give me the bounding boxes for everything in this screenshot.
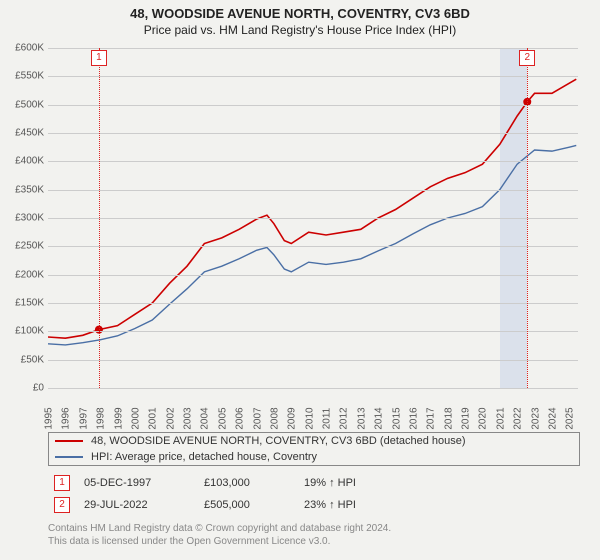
sale-row: 2 29-JUL-2022 £505,000 23% ↑ HPI: [48, 494, 578, 516]
chart-container: 48, WOODSIDE AVENUE NORTH, COVENTRY, CV3…: [0, 0, 600, 560]
chart-title: 48, WOODSIDE AVENUE NORTH, COVENTRY, CV3…: [0, 0, 600, 21]
x-tick-label: 2020: [478, 407, 489, 429]
x-tick-label: 2006: [235, 407, 246, 429]
y-tick-label: £100K: [0, 326, 44, 337]
sale-row: 1 05-DEC-1997 £103,000 19% ↑ HPI: [48, 472, 578, 494]
sale-delta-1: 19% ↑ HPI: [304, 477, 356, 489]
y-tick-label: £400K: [0, 156, 44, 167]
y-tick-label: £500K: [0, 99, 44, 110]
legend-item: 48, WOODSIDE AVENUE NORTH, COVENTRY, CV3…: [49, 433, 579, 449]
x-tick-label: 1998: [96, 407, 107, 429]
legend-item: HPI: Average price, detached house, Cove…: [49, 449, 579, 465]
footer-line-1: Contains HM Land Registry data © Crown c…: [48, 522, 578, 535]
sale-marker-1: 1: [54, 475, 70, 491]
footer: Contains HM Land Registry data © Crown c…: [48, 522, 578, 548]
x-tick-label: 2023: [530, 407, 541, 429]
series-property: [48, 79, 576, 338]
legend-key-1: [55, 456, 83, 458]
x-tick-label: 2017: [426, 407, 437, 429]
y-tick-label: £300K: [0, 213, 44, 224]
y-tick-label: £450K: [0, 128, 44, 139]
x-tick-label: 2001: [148, 407, 159, 429]
sale-price-1: £103,000: [204, 477, 304, 489]
x-tick-label: 2022: [513, 407, 524, 429]
x-tick-label: 2018: [443, 407, 454, 429]
y-tick-label: £200K: [0, 269, 44, 280]
plot-area: 1995199619971998199920002001200220032004…: [48, 48, 578, 389]
x-tick-label: 2021: [495, 407, 506, 429]
x-tick-label: 1995: [44, 407, 55, 429]
footer-line-2: This data is licensed under the Open Gov…: [48, 535, 578, 548]
x-tick-label: 2009: [287, 407, 298, 429]
y-tick-label: £0: [0, 383, 44, 394]
x-tick-label: 2012: [339, 407, 350, 429]
x-tick-label: 2025: [565, 407, 576, 429]
x-tick-label: 2024: [548, 407, 559, 429]
x-tick-label: 2016: [409, 407, 420, 429]
sale-delta-2: 23% ↑ HPI: [304, 499, 356, 511]
x-tick-label: 2010: [304, 407, 315, 429]
sale-date-2: 29-JUL-2022: [84, 499, 204, 511]
price-marker: 2: [519, 50, 535, 66]
sale-price-2: £505,000: [204, 499, 304, 511]
x-tick-label: 2015: [391, 407, 402, 429]
marker-vline: [99, 48, 100, 388]
x-tick-label: 2019: [461, 407, 472, 429]
x-tick-label: 1996: [61, 407, 72, 429]
legend-label-1: HPI: Average price, detached house, Cove…: [91, 451, 317, 463]
legend: 48, WOODSIDE AVENUE NORTH, COVENTRY, CV3…: [48, 432, 580, 466]
legend-key-0: [55, 440, 83, 442]
series-hpi: [48, 145, 576, 344]
sale-date-1: 05-DEC-1997: [84, 477, 204, 489]
x-tick-label: 2007: [252, 407, 263, 429]
y-tick-label: £350K: [0, 184, 44, 195]
marker-vline: [527, 48, 528, 388]
x-tick-label: 2002: [165, 407, 176, 429]
y-tick-label: £150K: [0, 298, 44, 309]
x-tick-label: 2005: [217, 407, 228, 429]
x-tick-label: 2011: [321, 408, 332, 430]
x-tick-label: 2003: [183, 407, 194, 429]
x-tick-label: 1997: [78, 407, 89, 429]
y-tick-label: £50K: [0, 354, 44, 365]
y-tick-label: £250K: [0, 241, 44, 252]
y-tick-label: £550K: [0, 71, 44, 82]
x-tick-label: 1999: [113, 407, 124, 429]
sales-block: 1 05-DEC-1997 £103,000 19% ↑ HPI 2 29-JU…: [48, 472, 578, 516]
chart-subtitle: Price paid vs. HM Land Registry's House …: [0, 21, 600, 37]
price-marker: 1: [91, 50, 107, 66]
y-tick-label: £600K: [0, 43, 44, 54]
x-tick-label: 2013: [356, 407, 367, 429]
x-tick-label: 2008: [270, 407, 281, 429]
x-tick-label: 2004: [200, 407, 211, 429]
legend-label-0: 48, WOODSIDE AVENUE NORTH, COVENTRY, CV3…: [91, 435, 466, 447]
x-tick-label: 2000: [131, 407, 142, 429]
x-tick-label: 2014: [374, 407, 385, 429]
sale-marker-2: 2: [54, 497, 70, 513]
